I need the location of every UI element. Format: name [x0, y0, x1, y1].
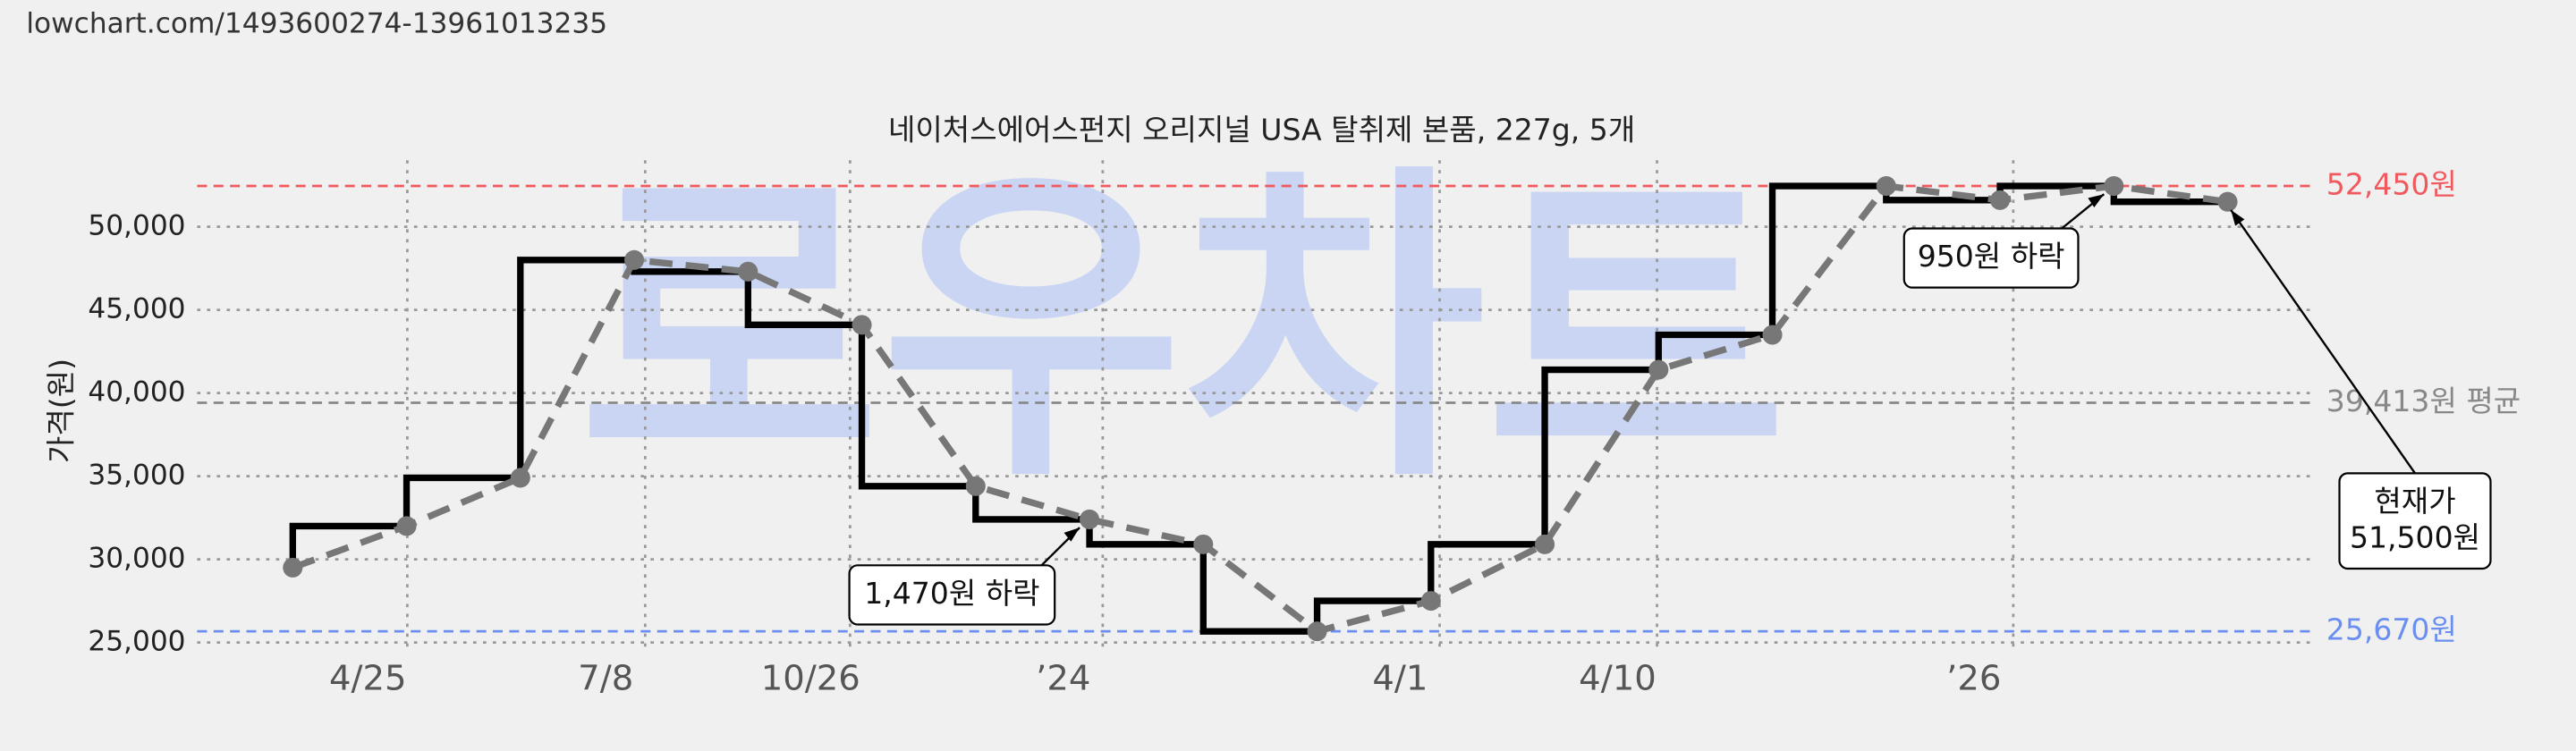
x-tick-label: 7/8	[578, 658, 633, 698]
y-tick-label: 45,000	[88, 293, 185, 325]
reference-label: 39,413원 평균	[2326, 384, 2521, 418]
point	[2104, 176, 2124, 197]
x-tick-label: ’24	[1036, 658, 1090, 698]
annotation-arrowhead	[2231, 209, 2245, 226]
watermark: 로우차트	[579, 139, 1788, 521]
annotation-text: 51,500원	[2350, 519, 2480, 554]
y-tick-label: 35,000	[88, 460, 185, 492]
annotation-box	[1902, 227, 2080, 289]
y-tick-label: 40,000	[88, 376, 185, 409]
point	[1990, 190, 2011, 210]
point	[1535, 534, 1555, 554]
point	[1876, 176, 1896, 197]
y-tick-label: 30,000	[88, 543, 185, 575]
point	[396, 516, 417, 536]
point	[510, 468, 530, 488]
annotation-arrowhead	[2088, 194, 2105, 207]
annotation-text: 현재가	[2374, 484, 2455, 519]
point	[852, 315, 872, 335]
point	[1080, 509, 1100, 529]
chart-title: 네이처스에어스펀지 오리지널 USA 탈취제 본품, 227g, 5개	[888, 113, 1635, 148]
x-tick-label: 4/25	[329, 658, 407, 698]
point	[1193, 534, 1214, 554]
point	[2217, 191, 2238, 212]
point	[283, 557, 303, 578]
y-tick-label: 25,000	[88, 626, 185, 658]
reference-label: 52,450원	[2326, 167, 2457, 202]
x-tick-label: 4/1	[1372, 658, 1428, 698]
x-tick-label: 10/26	[761, 658, 860, 698]
reference-label: 25,670원	[2326, 612, 2457, 647]
point	[1762, 325, 1783, 345]
dashed-line	[292, 182, 2229, 636]
point	[1307, 621, 1327, 642]
point	[965, 476, 986, 496]
point	[624, 249, 645, 270]
annotation-arrow	[2230, 209, 2416, 475]
annotation-arrowhead	[1063, 527, 1080, 542]
annotation-box	[848, 564, 1056, 626]
y-axis-label: 가격(원)	[43, 359, 78, 463]
y-tick-label: 50,000	[88, 210, 185, 242]
point	[1420, 591, 1441, 612]
annotation-text: 1,470원 하락	[864, 576, 1039, 611]
annotation-text: 950원 하락	[1918, 239, 2065, 274]
x-tick-label: ’26	[1946, 658, 2001, 698]
point	[738, 261, 758, 282]
point	[1648, 359, 1669, 380]
x-tick-label: 4/10	[1579, 658, 1657, 698]
annotation-box	[2338, 472, 2492, 570]
source-url: lowchart.com/1493600274-13961013235	[26, 8, 607, 40]
